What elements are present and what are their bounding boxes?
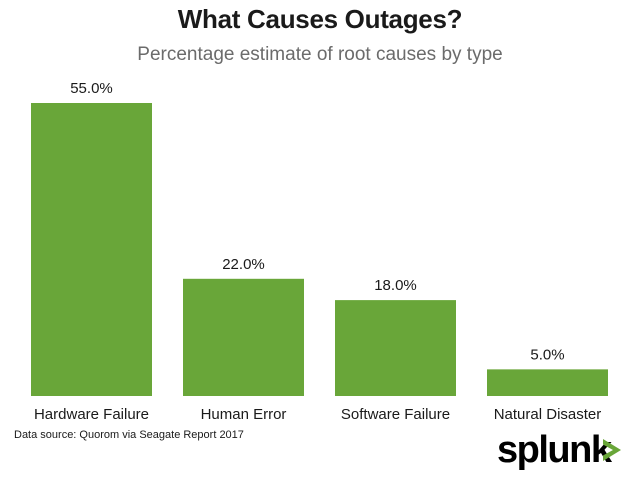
logo-wordmark: splunk (497, 429, 612, 471)
category-label-0: Hardware Failure (34, 406, 149, 423)
value-label-0: 55.0% (70, 80, 113, 97)
bars-group (31, 103, 608, 396)
bar-0 (31, 103, 152, 396)
category-label-2: Software Failure (341, 406, 450, 423)
bar-1 (183, 278, 304, 396)
splunk-logo: splunk (497, 428, 627, 472)
chevron-right-icon (603, 439, 621, 461)
category-label-3: Natural Disaster (494, 406, 602, 423)
bar-3 (487, 369, 608, 396)
chart-title: What Causes Outages? (177, 4, 463, 34)
value-label-3: 5.0% (530, 346, 564, 363)
value-labels-group: 55.0% 22.0% 18.0% 5.0% (70, 80, 564, 363)
category-labels-group: Hardware Failure Human Error Software Fail… (34, 406, 601, 423)
value-label-1: 22.0% (222, 256, 265, 273)
category-label-1: Human Error (201, 406, 287, 423)
chart-subtitle: Percentage estimate of root causes by ty… (137, 44, 503, 65)
value-label-2: 18.0% (374, 277, 417, 294)
bar-2 (335, 300, 456, 396)
data-source-note: Data source: Quorom via Seagate Report 2… (14, 429, 244, 441)
